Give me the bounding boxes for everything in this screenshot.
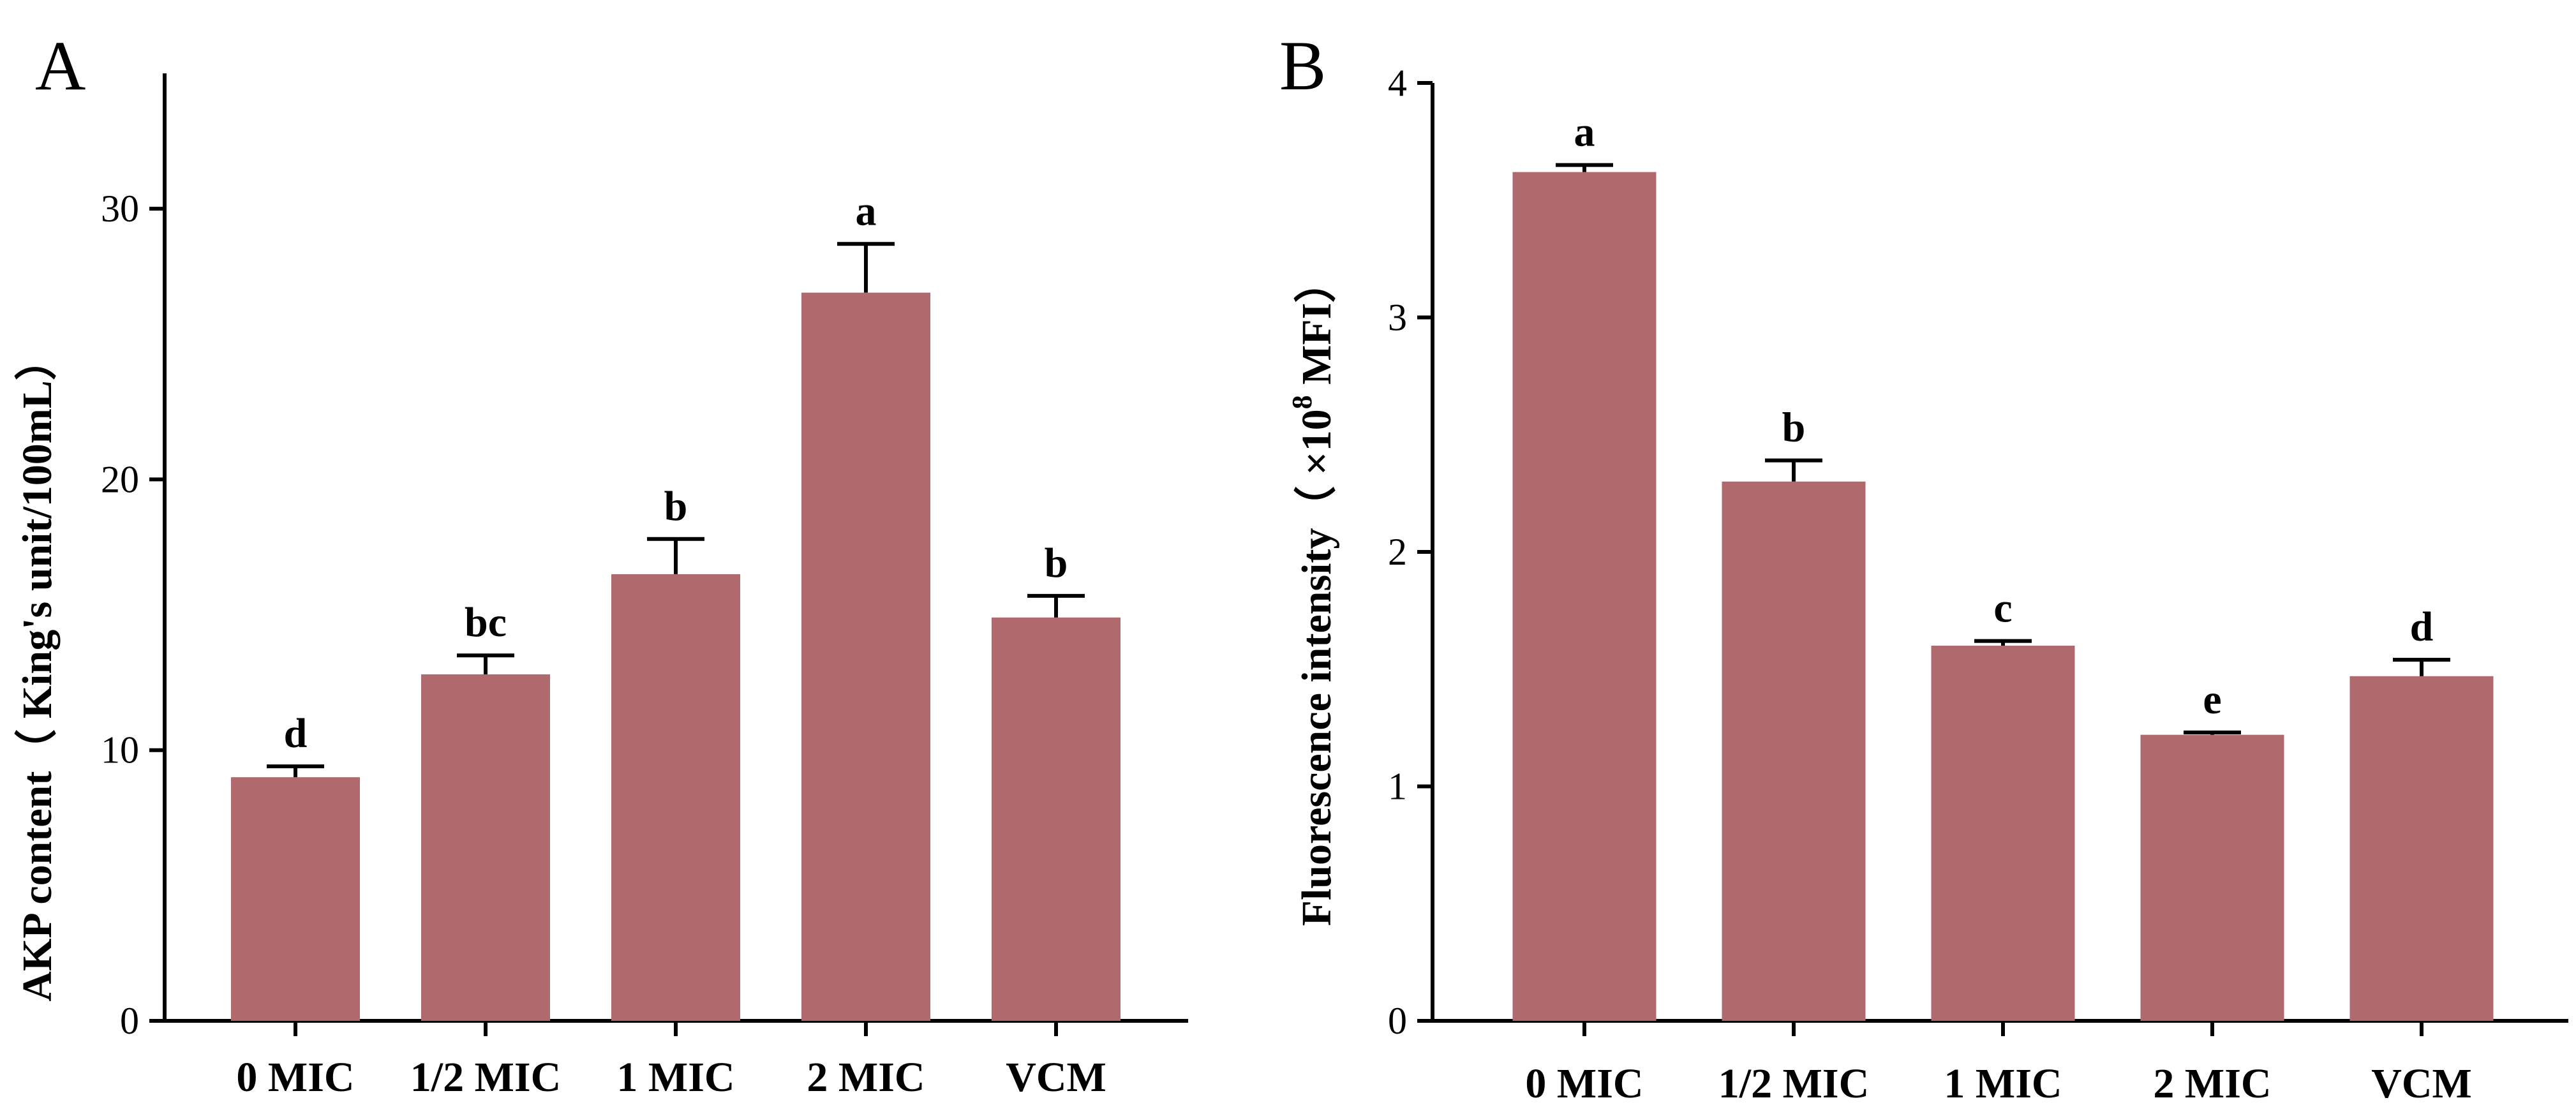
significance-label-a-2: b bbox=[664, 483, 688, 530]
y-tick-label-b-1: 1 bbox=[1388, 766, 1407, 808]
y-axis-title-a: AKP content（ King's unit/100mL） bbox=[13, 338, 61, 1002]
significance-label-a-0: d bbox=[284, 710, 308, 757]
significance-label-a-3: a bbox=[856, 188, 877, 234]
category-label-b-2: 1 MIC bbox=[1944, 1060, 2062, 1107]
significance-label-b-0: a bbox=[1574, 109, 1595, 156]
bar-a-4 bbox=[992, 617, 1120, 1021]
significance-label-b-1: b bbox=[1782, 405, 1806, 451]
panel-letter-a: A bbox=[35, 27, 86, 105]
significance-label-b-3: e bbox=[2203, 676, 2221, 723]
bar-b-4 bbox=[2349, 676, 2494, 1021]
y-tick-label-a-0: 0 bbox=[120, 1000, 139, 1042]
category-label-b-1: 1/2 MIC bbox=[1718, 1060, 1869, 1107]
category-label-a-4: VCM bbox=[1006, 1054, 1106, 1101]
category-label-a-1: 1/2 MIC bbox=[410, 1054, 561, 1101]
y-tick-label-a-1: 10 bbox=[101, 729, 139, 771]
y-tick-label-a-2: 20 bbox=[101, 458, 139, 500]
bar-b-3 bbox=[2140, 734, 2284, 1021]
significance-label-a-4: b bbox=[1045, 540, 1068, 586]
y-axis-title-unit-close-b: MFI） bbox=[1293, 261, 1340, 396]
y-axis-title-exponent-b: 8 bbox=[1286, 395, 1318, 409]
panel-letter-b: B bbox=[1279, 27, 1326, 105]
bar-a-1 bbox=[421, 674, 550, 1021]
y-axis-title-unit-open-b: （ ×10 bbox=[1293, 409, 1340, 528]
bar-a-2 bbox=[611, 574, 740, 1021]
bar-b-2 bbox=[1931, 646, 2075, 1021]
significance-label-b-4: d bbox=[2410, 604, 2434, 650]
y-tick-label-b-4: 4 bbox=[1388, 62, 1407, 104]
category-label-a-2: 1 MIC bbox=[616, 1054, 734, 1101]
category-label-b-4: VCM bbox=[2371, 1060, 2472, 1107]
y-axis-title-unit-a: （ King's unit/100mL） bbox=[13, 338, 61, 771]
y-axis-title-b: Fluorescence intensity（ ×108 MFI） bbox=[1286, 261, 1340, 926]
bar-b-1 bbox=[1722, 481, 1866, 1021]
bar-b-0 bbox=[1512, 172, 1657, 1021]
y-tick-label-b-2: 2 bbox=[1388, 531, 1407, 573]
chart-panel-a: A AKP content（ King's unit/100mL） 0 10 20 3… bbox=[13, 27, 1188, 1101]
category-label-a-0: 0 MIC bbox=[236, 1054, 354, 1101]
category-label-b-3: 2 MIC bbox=[2153, 1060, 2271, 1107]
y-tick-label-b-3: 3 bbox=[1388, 297, 1407, 339]
significance-label-b-2: c bbox=[1993, 585, 2012, 632]
y-tick-label-b-0: 0 bbox=[1388, 1000, 1407, 1042]
y-axis-title-main-a: AKP content bbox=[14, 771, 61, 1002]
category-label-a-3: 2 MIC bbox=[807, 1054, 925, 1101]
bar-a-3 bbox=[801, 292, 930, 1021]
y-tick-label-a-3: 30 bbox=[101, 188, 139, 230]
bar-a-0 bbox=[231, 777, 360, 1021]
y-axis-title-main-b: Fluorescence intensity bbox=[1293, 528, 1340, 926]
chart-panel-b: B Fluorescence intensity（ ×108 MFI） 0 1 2 3… bbox=[1279, 27, 2568, 1107]
significance-label-a-1: bc bbox=[465, 599, 507, 646]
category-label-b-0: 0 MIC bbox=[1525, 1060, 1643, 1107]
